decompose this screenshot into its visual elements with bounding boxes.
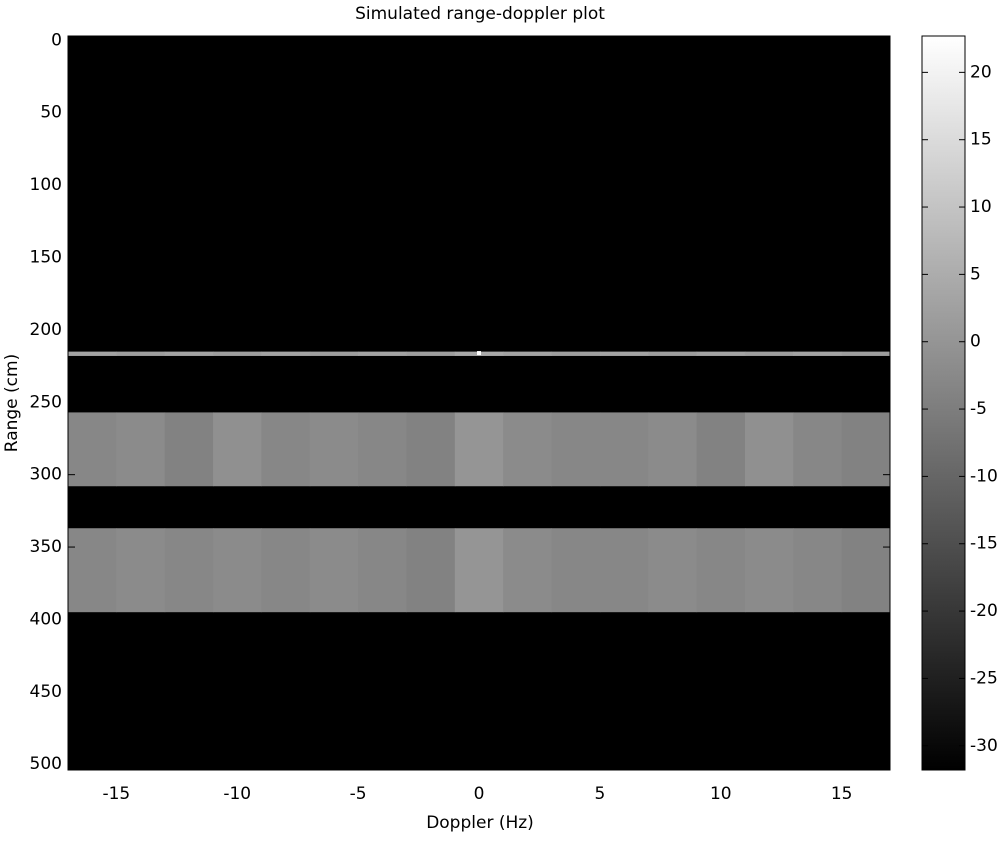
colorbar-tick-label: 10 [970,197,992,217]
heatmap-cell [406,351,456,356]
x-tick-label: -15 [102,784,130,804]
heatmap-cell [406,528,456,613]
heatmap-background [68,36,890,770]
heatmap-cell [164,528,214,613]
heatmap-cell [599,412,649,487]
y-tick-label: 300 [30,465,62,485]
chart-title: Simulated range-doppler plot [355,4,605,24]
heatmap-cell [841,528,891,613]
heatmap-cell [261,528,311,613]
heatmap-cell [744,528,794,613]
heatmap-cell [648,528,698,613]
heatmap-cell [503,528,553,613]
heatmap-cell [793,528,843,613]
colorbar-tick-label: 20 [970,62,992,82]
heatmap-cell [358,412,407,487]
heatmap-cell [261,351,311,356]
heatmap-cell [213,528,262,613]
y-tick-label: 100 [30,175,62,195]
heatmap-cell [68,528,117,613]
heatmap-cell [309,351,359,356]
colorbar-tick-label: -15 [970,534,998,554]
colorbar-tick-label: -25 [970,668,998,688]
heatmap-cell [599,528,649,613]
heatmap-cell [648,412,698,487]
x-tick-label: 15 [831,784,853,804]
heatmap-cell [503,351,553,356]
heatmap-cell [358,351,407,356]
heatmap-cell [503,412,553,487]
y-tick-label: 200 [30,320,62,340]
y-tick-label: 50 [40,103,62,123]
x-axis-label: Doppler (Hz) [426,813,534,833]
heatmap-cell [213,412,262,487]
x-tick-label: 5 [594,784,605,804]
heatmap-cell [793,351,843,356]
colorbar-tick-label: -5 [970,399,987,419]
heatmap-cell [261,412,311,487]
y-tick-label: 250 [30,392,62,412]
heatmap-cell [551,351,601,356]
heatmap-cell [551,412,601,487]
colorbar-tick-label: 15 [970,130,992,150]
y-tick-label: 500 [30,754,62,774]
heatmap-cell [744,412,794,487]
heatmap-cell [793,412,843,487]
colorbar-tick-label: 0 [970,332,981,352]
x-tick-label: -5 [350,784,367,804]
heatmap-cell [68,412,117,487]
heatmap-cell [454,412,504,487]
heatmap-cell [164,412,214,487]
heatmap-cell [599,351,649,356]
heatmap-cell [841,351,891,356]
x-tick-label: 0 [474,784,485,804]
heatmap-cell [454,528,504,613]
heatmap-cell [744,351,794,356]
colorbar-tick-label: -30 [970,736,998,756]
heatmap-cell [406,412,456,487]
heatmap-cell [116,412,166,487]
heatmap-cell [696,412,746,487]
heatmap-cell [551,528,601,613]
heatmap-cell [309,412,359,487]
colorbar-tick-label: -10 [970,466,998,486]
heatmap-cell [648,351,698,356]
heatmap-cell [213,351,262,356]
heatmap-cell [358,528,407,613]
heatmap-cell [309,528,359,613]
y-axis-label: Range (cm) [2,354,22,452]
x-tick-label: -10 [223,784,251,804]
heatmap-cell [164,351,214,356]
y-tick-label: 350 [30,537,62,557]
heatmap-cell [696,351,746,356]
colorbar [921,35,966,771]
heatmap-cell [116,528,166,613]
x-tick-label: 10 [710,784,732,804]
peak-cell [477,351,481,356]
heatmap-cell [696,528,746,613]
colorbar-tick-label: -20 [970,601,998,621]
heatmap-cell [116,351,166,356]
y-tick-label: 450 [30,682,62,702]
y-tick-label: 0 [51,30,62,50]
heatmap-cell [841,412,891,487]
y-tick-label: 400 [30,609,62,629]
y-tick-label: 150 [30,248,62,268]
colorbar-tick-label: 5 [970,264,981,284]
heatmap-cell [68,351,117,356]
